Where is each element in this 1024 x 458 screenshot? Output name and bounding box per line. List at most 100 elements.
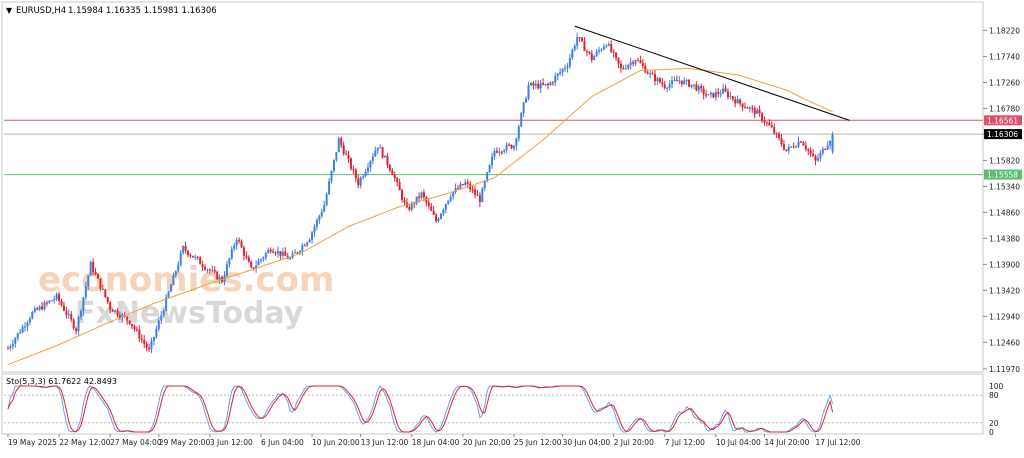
candle-body [413,202,416,204]
candle-body [323,205,326,212]
candle-body [7,348,9,350]
candle-body [483,181,486,189]
candle-body [741,103,744,108]
candle-body [347,154,350,159]
candle-body [671,80,674,85]
candle-body [415,196,418,204]
candle-body [169,285,172,292]
candle-body [87,275,90,287]
candle-body [118,315,121,318]
candle-body [162,310,165,316]
candle-body [758,109,761,114]
candle-body [685,79,688,81]
candle-body [313,226,316,233]
candle-body [242,247,245,256]
candle-body [45,302,48,304]
candle-body [746,107,749,109]
candle-body [814,155,817,161]
candle-body [267,249,270,254]
candle-body [753,108,756,114]
candle-body [422,192,425,198]
candle-body [184,246,187,251]
candle-body [435,214,438,222]
price-level-badge [984,169,1022,180]
candle-body [140,338,143,340]
candle-body [31,312,34,319]
candle-body [14,338,17,345]
stochastic-label: Sto(5,3,3) 61.7622 42.8493 [6,377,117,386]
candle-body [610,43,613,52]
candle-body [55,293,58,300]
candle-body [517,126,520,139]
price-tick-label: 1.14860 [989,208,1020,217]
time-tick-label: 2 Jul 20:00 [614,438,654,447]
candle-body [719,93,722,95]
candle-body [131,323,134,327]
candle-body [298,251,301,253]
candle-body [121,314,124,318]
candle-body [38,306,41,310]
candle-body [709,92,712,95]
candle-body [145,343,148,348]
candle-body [99,278,102,289]
candle-body [588,51,591,54]
symbol-dropdown-icon[interactable]: ▼ [6,6,13,15]
time-tick-label: 6 Jun 04:00 [261,438,304,447]
candle-body [581,37,584,42]
candle-body [459,184,462,189]
candle-body [500,151,503,153]
candle-body [595,51,598,56]
candle-body [449,196,452,201]
candle-body [230,248,233,259]
candle-body [583,41,586,51]
candle-body [602,46,605,50]
candle-body [824,148,827,150]
candle-body [797,141,800,147]
ohlc-readout: 1.15984 1.16335 1.15981 1.16306 [68,6,217,16]
time-tick-label: 22 May 12:00 [59,438,111,447]
price-tick-label: 1.17260 [989,78,1020,87]
candle-body [340,138,343,146]
candle-body [644,65,647,73]
candle-body [503,150,506,152]
candle-body [437,218,440,222]
candle-body [765,122,768,124]
candle-body [756,109,759,114]
candle-body [359,177,362,186]
candle-body [605,45,608,47]
candle-body [739,99,742,104]
candle-body [70,314,73,320]
candle-body [673,80,676,82]
price-level-label: 1.16306 [987,130,1018,139]
candle-body [72,319,75,329]
candle-body [138,329,141,339]
candle-body [726,91,729,98]
candle-body [639,60,642,64]
candle-body [289,258,292,260]
candle-body [150,340,153,350]
candle-body [495,150,498,153]
candle-body [675,80,678,82]
candle-body [782,144,785,150]
candle-body [269,249,272,252]
candle-body [816,158,819,161]
candle-body [656,78,659,82]
candle-body [401,190,404,201]
candle-body [259,259,262,261]
candle-body [167,291,170,298]
time-tick-label: 13 Jun 12:00 [361,438,409,447]
candle-body [233,245,236,249]
candle-body [410,202,413,210]
candle-body [28,318,31,323]
candle-body [761,113,764,121]
candle-body [683,80,686,84]
candle-body [831,134,834,152]
candle-body [53,299,56,301]
candle-body [111,309,114,312]
candle-body [201,264,204,267]
price-level-badge [984,129,1022,140]
candle-body [218,277,221,280]
candle-body [600,49,603,51]
candle-body [318,215,321,220]
